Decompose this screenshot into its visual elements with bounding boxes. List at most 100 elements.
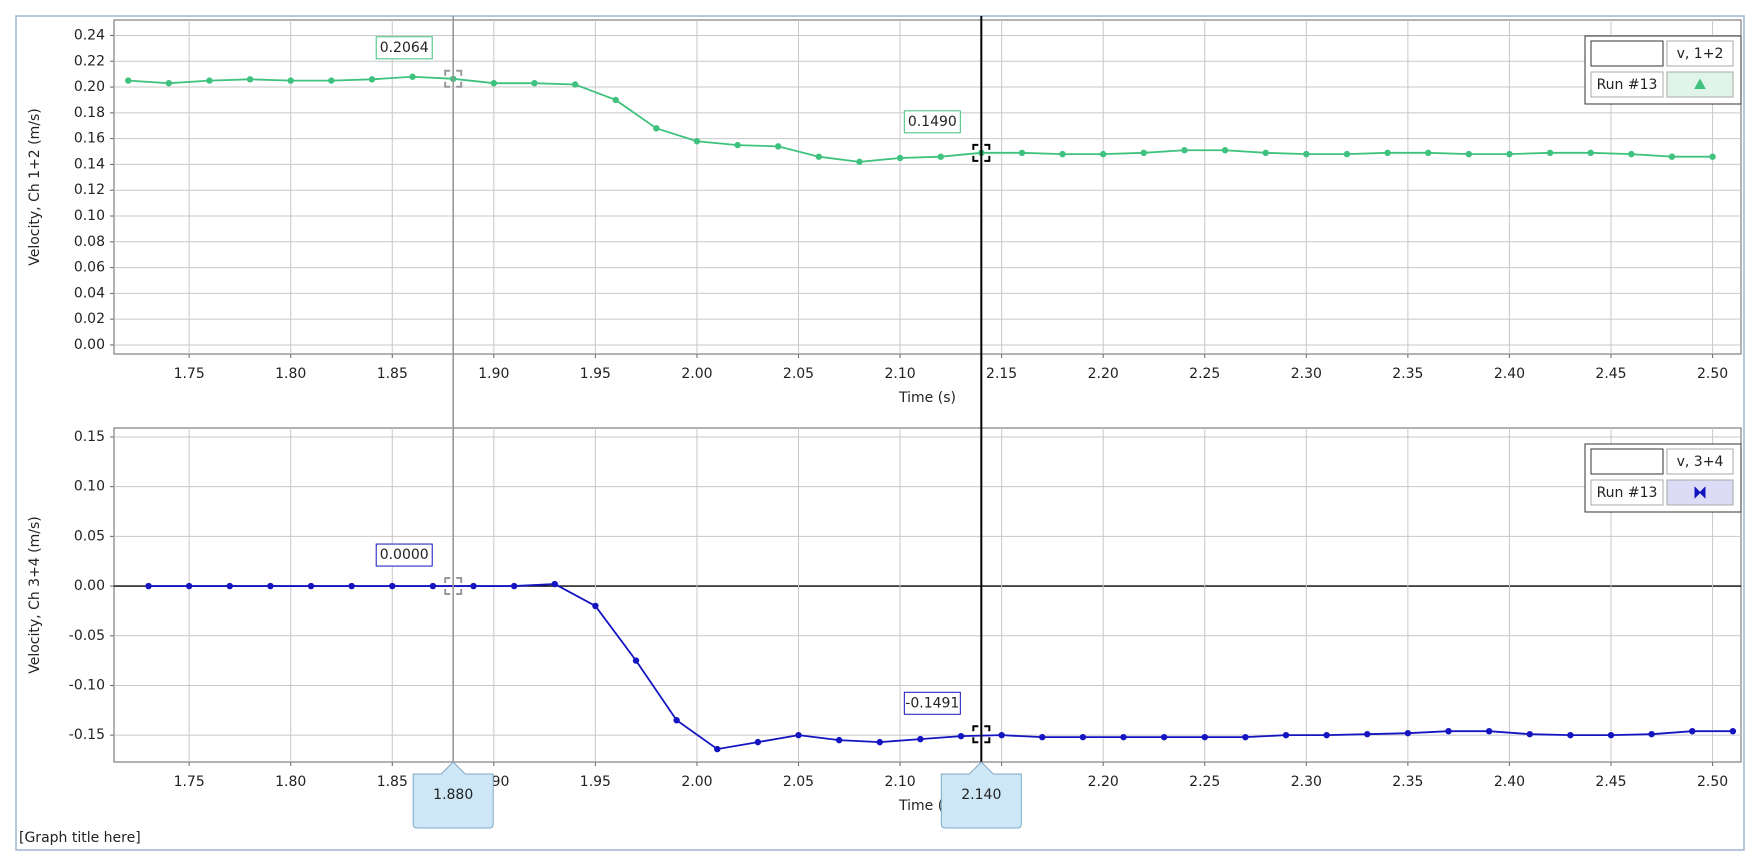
- legend-cell: [1590, 479, 1664, 506]
- data-point: [1689, 727, 1696, 735]
- data-point: [1140, 149, 1148, 157]
- x-tick-label: 1.90: [478, 366, 509, 382]
- x-tick-label: 2.25: [1189, 366, 1220, 382]
- x-axis-label: Time (s): [898, 390, 956, 406]
- data-point: [1323, 731, 1330, 739]
- data-point: [287, 77, 294, 84]
- data-point: [490, 79, 498, 87]
- data-point: [1567, 731, 1574, 739]
- cursor-tab: [940, 761, 1022, 829]
- x-tick-label: 2.45: [1595, 366, 1626, 382]
- x-tick-label: 2.05: [783, 366, 814, 382]
- data-point: [632, 657, 640, 664]
- data-point: [714, 745, 721, 753]
- legend-symbol: [1694, 78, 1706, 89]
- x-tick-label: 2.20: [1088, 366, 1119, 382]
- data-point: [896, 154, 904, 162]
- data-point: [1424, 149, 1432, 157]
- data-point: [429, 582, 437, 590]
- data-point: [246, 76, 254, 83]
- data-point: [348, 582, 355, 590]
- series-line: [128, 75, 1713, 163]
- y-tick-label: 0.24: [74, 27, 105, 43]
- data-point: [1201, 733, 1208, 741]
- x-tick-label: 2.10: [884, 774, 915, 790]
- data-point: [368, 76, 376, 83]
- data-point: [1709, 153, 1716, 160]
- y-tick-label: 0.06: [74, 260, 105, 276]
- data-point: [1668, 153, 1676, 160]
- data-point: [1079, 733, 1087, 741]
- data-point: [1303, 150, 1310, 158]
- legend-header: v, 1+2: [1677, 46, 1724, 62]
- cursor-marker: [972, 143, 991, 162]
- data-point: [389, 582, 396, 590]
- x-tick-label: 1.80: [275, 774, 306, 790]
- data-point: [206, 77, 213, 84]
- legend-label: Run #13: [1597, 77, 1658, 93]
- data-point: [835, 736, 843, 744]
- data-point: [267, 582, 274, 590]
- data-point: [1485, 727, 1493, 735]
- x-tick-label: 2.35: [1392, 366, 1423, 382]
- data-point: [1242, 733, 1249, 741]
- cursor-marker: [444, 577, 463, 596]
- data-point: [409, 73, 416, 80]
- data-point: [795, 731, 802, 739]
- y-tick-label: 0.05: [74, 528, 105, 544]
- data-point: [1648, 730, 1655, 738]
- legend-cell: [1590, 448, 1664, 475]
- cursor-marker: [444, 69, 463, 88]
- x-tick-label: 2.30: [1291, 774, 1322, 790]
- legend-cell: [1666, 448, 1734, 475]
- data-point: [1343, 150, 1351, 158]
- legend-symbol: [1694, 486, 1706, 499]
- annotation-label: 0.2064: [380, 40, 429, 56]
- legend-cell: [1590, 71, 1664, 98]
- plot-area: [113, 19, 1742, 355]
- data-point: [815, 153, 823, 160]
- data-point: [1120, 733, 1127, 741]
- data-point: [145, 582, 152, 590]
- x-tick-label: 1.80: [275, 366, 306, 382]
- data-point: [1099, 150, 1107, 158]
- x-tick-label: 2.25: [1189, 774, 1220, 790]
- data-point: [1628, 150, 1635, 158]
- data-point: [1404, 729, 1412, 737]
- y-axis-label: Velocity, Ch 3+4 (m/s): [27, 516, 43, 674]
- data-point: [592, 602, 599, 610]
- y-tick-label: 0.16: [74, 131, 105, 147]
- data-point: [1445, 727, 1452, 735]
- data-point: [775, 143, 782, 150]
- annotation-box: [375, 36, 433, 60]
- x-tick-label: 2.20: [1088, 774, 1119, 790]
- x-tick-label: 1.95: [580, 366, 611, 382]
- cursor-tab: [412, 761, 494, 829]
- annotation-box: [903, 691, 961, 715]
- data-point: [307, 582, 315, 590]
- y-tick-label: 0.02: [74, 311, 105, 327]
- y-tick-label: 0.22: [74, 53, 105, 69]
- y-tick-label: 0.12: [74, 182, 105, 198]
- cursor-label: 2.140: [961, 787, 1001, 803]
- data-point: [1262, 149, 1269, 157]
- data-point: [612, 96, 619, 104]
- x-tick-label: 1.75: [174, 774, 205, 790]
- data-point: [1729, 727, 1737, 735]
- x-tick-label: 2.40: [1494, 366, 1525, 382]
- annotation-label: 0.1490: [908, 114, 957, 130]
- y-tick-label: 0.04: [74, 285, 105, 301]
- data-point: [1059, 150, 1066, 158]
- y-tick-label: -0.15: [69, 727, 105, 743]
- x-tick-label: 2.05: [783, 774, 814, 790]
- y-tick-label: 0.18: [74, 105, 105, 121]
- legend-cell: [1666, 40, 1734, 67]
- data-point: [1160, 733, 1168, 741]
- y-tick-label: 0.15: [74, 429, 105, 445]
- data-point: [1587, 149, 1594, 157]
- y-tick-label: -0.10: [69, 677, 105, 693]
- data-point: [856, 158, 863, 166]
- data-point: [754, 738, 762, 746]
- data-point: [1607, 731, 1615, 739]
